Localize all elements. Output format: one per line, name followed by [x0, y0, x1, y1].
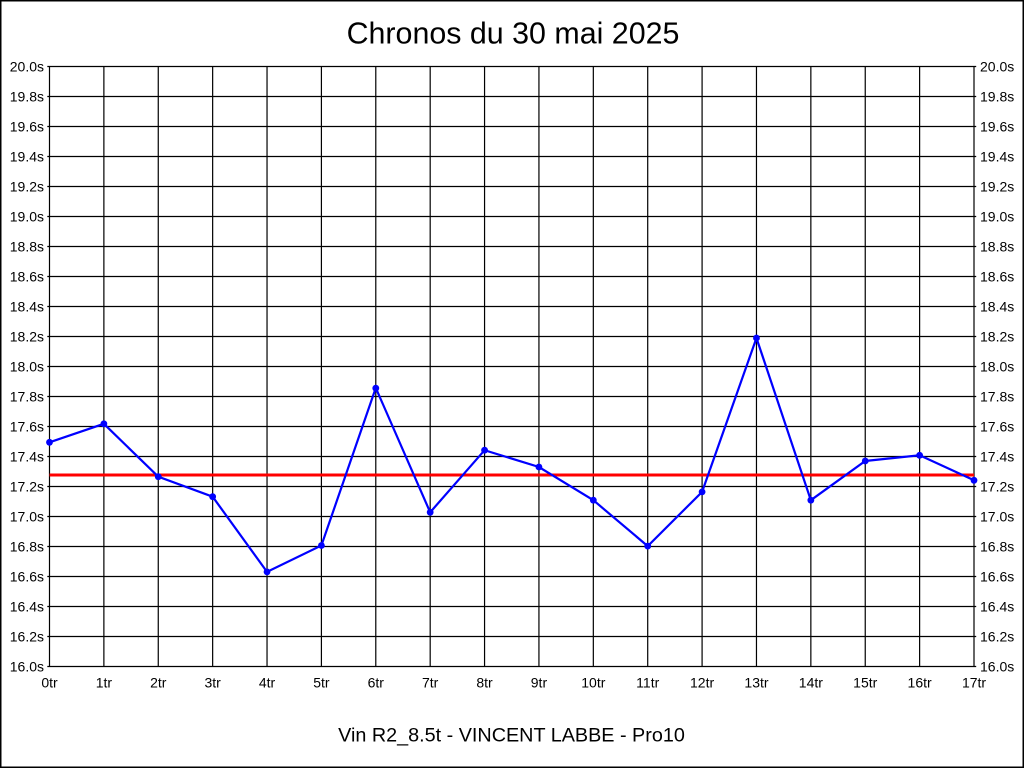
svg-text:16.6s: 16.6s — [10, 569, 44, 585]
svg-text:12tr: 12tr — [690, 675, 714, 691]
svg-text:7tr: 7tr — [422, 675, 439, 691]
svg-text:Vin R2_8.5t - VINCENT LABBE -: Vin R2_8.5t - VINCENT LABBE - Pro10 — [338, 724, 685, 746]
svg-text:16.8s: 16.8s — [980, 539, 1014, 555]
svg-text:11tr: 11tr — [636, 675, 659, 691]
svg-text:2tr: 2tr — [150, 675, 167, 691]
svg-text:18.4s: 18.4s — [980, 299, 1014, 315]
svg-text:17.2s: 17.2s — [980, 479, 1014, 495]
svg-text:20.0s: 20.0s — [980, 59, 1014, 75]
svg-text:8tr: 8tr — [476, 675, 493, 691]
svg-text:18.6s: 18.6s — [980, 269, 1014, 285]
svg-text:16.2s: 16.2s — [10, 629, 44, 645]
svg-text:18.0s: 18.0s — [980, 359, 1014, 375]
svg-text:16.6s: 16.6s — [980, 569, 1014, 585]
svg-text:10tr: 10tr — [581, 675, 605, 691]
svg-text:20.0s: 20.0s — [10, 59, 44, 75]
svg-text:17.4s: 17.4s — [980, 449, 1014, 465]
svg-text:16tr: 16tr — [908, 675, 932, 691]
svg-text:17tr: 17tr — [962, 675, 986, 691]
svg-text:17.0s: 17.0s — [980, 509, 1014, 525]
svg-text:9tr: 9tr — [531, 675, 548, 691]
svg-text:6tr: 6tr — [368, 675, 385, 691]
svg-text:19.8s: 19.8s — [980, 89, 1014, 105]
svg-text:3tr: 3tr — [204, 675, 221, 691]
svg-text:19.4s: 19.4s — [980, 149, 1014, 165]
svg-text:Chronos du 30 mai 2025: Chronos du 30 mai 2025 — [347, 17, 680, 51]
svg-text:19.6s: 19.6s — [10, 119, 44, 135]
svg-text:16.8s: 16.8s — [10, 539, 44, 555]
svg-text:18.4s: 18.4s — [10, 299, 44, 315]
svg-text:0tr: 0tr — [41, 675, 58, 691]
svg-text:19.2s: 19.2s — [980, 179, 1014, 195]
svg-text:18.0s: 18.0s — [10, 359, 44, 375]
svg-text:17.6s: 17.6s — [10, 419, 44, 435]
svg-text:19.4s: 19.4s — [10, 149, 44, 165]
svg-text:17.6s: 17.6s — [980, 419, 1014, 435]
svg-text:14tr: 14tr — [799, 675, 823, 691]
svg-text:19.8s: 19.8s — [10, 89, 44, 105]
svg-text:18.6s: 18.6s — [10, 269, 44, 285]
svg-text:16.4s: 16.4s — [10, 599, 44, 615]
svg-text:16.4s: 16.4s — [980, 599, 1014, 615]
svg-text:19.6s: 19.6s — [980, 119, 1014, 135]
svg-text:16.0s: 16.0s — [10, 659, 44, 675]
svg-text:18.2s: 18.2s — [10, 329, 44, 345]
svg-text:16.0s: 16.0s — [980, 659, 1014, 675]
svg-text:17.8s: 17.8s — [980, 389, 1014, 405]
svg-text:17.0s: 17.0s — [10, 509, 44, 525]
svg-text:13tr: 13tr — [744, 675, 768, 691]
svg-text:19.0s: 19.0s — [10, 209, 44, 225]
svg-text:5tr: 5tr — [313, 675, 330, 691]
svg-text:16.2s: 16.2s — [980, 629, 1014, 645]
svg-text:18.8s: 18.8s — [980, 239, 1014, 255]
svg-text:17.2s: 17.2s — [10, 479, 44, 495]
svg-text:18.8s: 18.8s — [10, 239, 44, 255]
svg-text:19.0s: 19.0s — [980, 209, 1014, 225]
svg-text:17.8s: 17.8s — [10, 389, 44, 405]
svg-text:19.2s: 19.2s — [10, 179, 44, 195]
svg-text:15tr: 15tr — [853, 675, 877, 691]
svg-text:18.2s: 18.2s — [980, 329, 1014, 345]
svg-text:4tr: 4tr — [259, 675, 276, 691]
svg-text:17.4s: 17.4s — [10, 449, 44, 465]
svg-text:1tr: 1tr — [96, 675, 113, 691]
